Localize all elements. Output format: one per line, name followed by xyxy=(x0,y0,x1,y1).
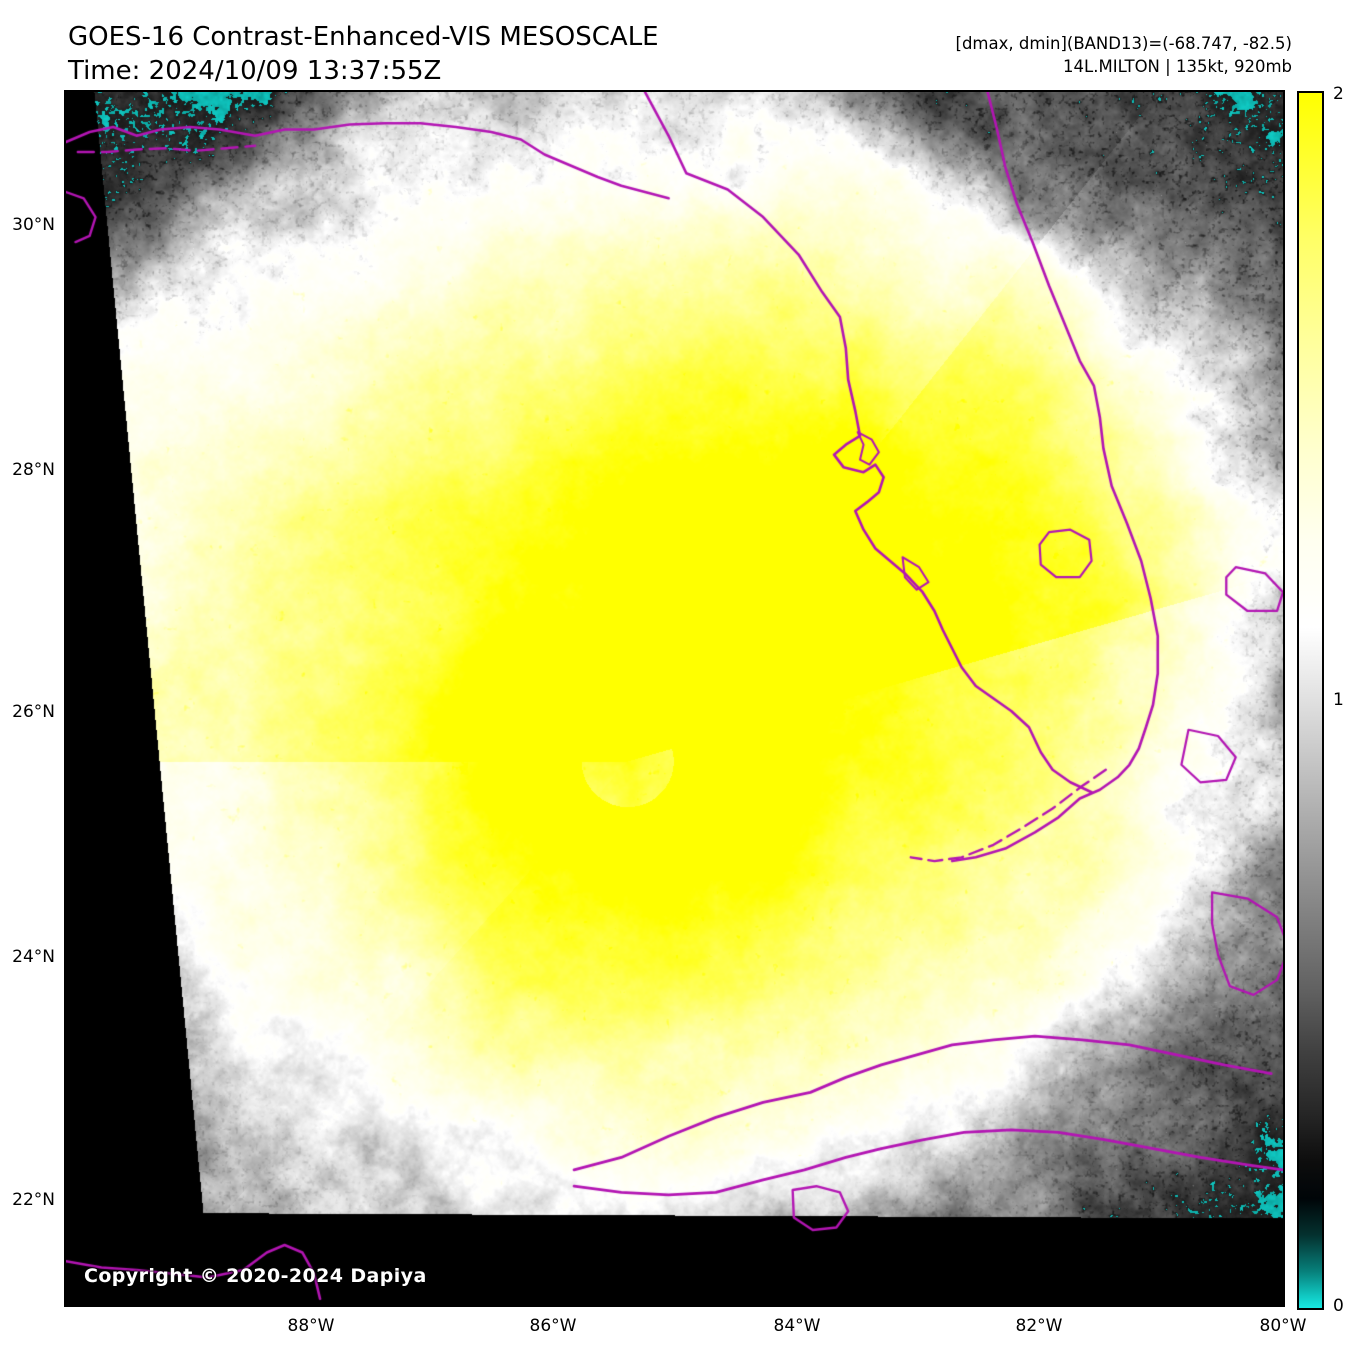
title-block: GOES-16 Contrast-Enhanced-VIS MESOSCALE … xyxy=(68,20,659,88)
x-axis-tick-label: 88°W xyxy=(287,1316,335,1336)
metadata-block: [dmax, dmin](BAND13)=(-68.747, -82.5) 14… xyxy=(956,32,1292,78)
y-axis-tick-label: 22°N xyxy=(12,1190,55,1210)
colorbar-tick-label: 1 xyxy=(1333,690,1344,710)
y-axis-tick-label: 26°N xyxy=(12,702,55,722)
y-axis-tick-label: 28°N xyxy=(12,460,55,480)
x-axis-tick-label: 82°W xyxy=(1015,1316,1063,1336)
y-axis-tick-label: 24°N xyxy=(12,947,55,967)
timestamp-label: Time: 2024/10/09 13:37:55Z xyxy=(68,56,442,86)
copyright-label: Copyright © 2020-2024 Dapiya xyxy=(84,1265,427,1287)
x-axis-tick-label: 80°W xyxy=(1259,1316,1307,1336)
x-axis-tick-label: 86°W xyxy=(529,1316,577,1336)
header: GOES-16 Contrast-Enhanced-VIS MESOSCALE … xyxy=(0,0,1364,86)
page-title: GOES-16 Contrast-Enhanced-VIS MESOSCALE xyxy=(68,22,659,52)
satellite-image-plot[interactable]: Copyright © 2020-2024 Dapiya xyxy=(64,90,1285,1307)
band-range-label: [dmax, dmin](BAND13)=(-68.747, -82.5) xyxy=(955,34,1292,53)
colorbar-gradient xyxy=(1297,91,1324,1310)
satellite-imagery-canvas xyxy=(66,92,1283,1305)
colorbar: 2 1 0 xyxy=(1297,84,1344,1316)
colorbar-tick-label: 0 xyxy=(1333,1296,1344,1316)
y-axis-tick-label: 30°N xyxy=(12,215,55,235)
x-axis-tick-label: 84°W xyxy=(773,1316,821,1336)
storm-info-label: 14L.MILTON | 135kt, 920mb xyxy=(1063,57,1292,76)
colorbar-tick-label: 2 xyxy=(1333,84,1344,104)
